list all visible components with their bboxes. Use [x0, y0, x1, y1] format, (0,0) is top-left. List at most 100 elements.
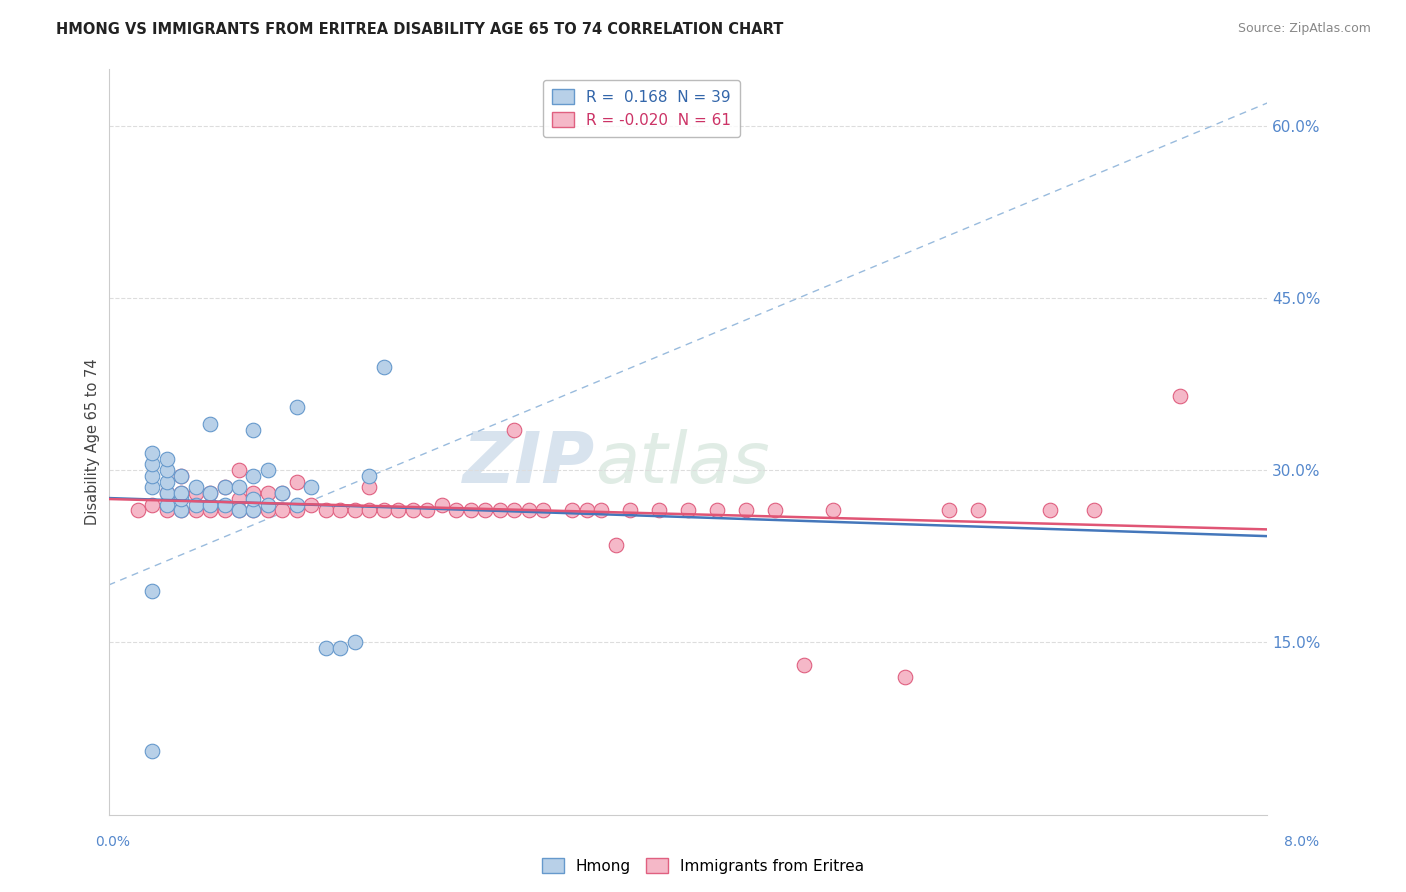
Point: [285, 498, 308, 512]
Point: [214, 480, 236, 494]
Point: [271, 486, 294, 500]
Y-axis label: Disability Age 65 to 74: Disability Age 65 to 74: [86, 359, 100, 524]
Point: [141, 583, 163, 598]
Point: [141, 480, 163, 494]
Point: [214, 480, 236, 494]
Point: [460, 503, 482, 517]
Point: [966, 503, 988, 517]
Point: [315, 641, 337, 656]
Point: [343, 503, 366, 517]
Point: [141, 446, 163, 460]
Point: [198, 498, 221, 512]
Point: [170, 486, 193, 500]
Point: [938, 503, 960, 517]
Point: [517, 503, 540, 517]
Point: [170, 469, 193, 483]
Text: ZIP: ZIP: [463, 429, 595, 499]
Point: [706, 503, 728, 517]
Point: [184, 503, 207, 517]
Point: [299, 480, 322, 494]
Point: [387, 503, 409, 517]
Point: [214, 498, 236, 512]
Point: [271, 503, 294, 517]
Point: [299, 498, 322, 512]
Point: [170, 503, 193, 517]
Point: [184, 498, 207, 512]
Point: [591, 503, 613, 517]
Point: [228, 463, 250, 477]
Point: [242, 503, 264, 517]
Point: [184, 486, 207, 500]
Point: [894, 670, 917, 684]
Point: [676, 503, 699, 517]
Text: 8.0%: 8.0%: [1284, 835, 1319, 849]
Point: [474, 503, 496, 517]
Point: [359, 503, 381, 517]
Point: [228, 503, 250, 517]
Legend: Hmong, Immigrants from Eritrea: Hmong, Immigrants from Eritrea: [536, 852, 870, 880]
Point: [1170, 389, 1192, 403]
Point: [763, 503, 786, 517]
Point: [198, 503, 221, 517]
Point: [228, 491, 250, 506]
Point: [141, 469, 163, 483]
Point: [285, 475, 308, 489]
Point: [198, 486, 221, 500]
Point: [503, 423, 526, 437]
Point: [257, 498, 280, 512]
Point: [170, 486, 193, 500]
Point: [285, 503, 308, 517]
Point: [155, 486, 177, 500]
Point: [402, 503, 425, 517]
Point: [1083, 503, 1105, 517]
Point: [503, 503, 526, 517]
Point: [648, 503, 671, 517]
Point: [198, 486, 221, 500]
Text: Source: ZipAtlas.com: Source: ZipAtlas.com: [1237, 22, 1371, 36]
Point: [127, 503, 149, 517]
Point: [359, 469, 381, 483]
Point: [1039, 503, 1062, 517]
Point: [141, 498, 163, 512]
Point: [141, 744, 163, 758]
Point: [315, 503, 337, 517]
Point: [170, 491, 193, 506]
Point: [343, 635, 366, 649]
Text: 0.0%: 0.0%: [96, 835, 131, 849]
Point: [228, 503, 250, 517]
Point: [271, 486, 294, 500]
Point: [242, 469, 264, 483]
Point: [155, 463, 177, 477]
Point: [285, 400, 308, 414]
Point: [155, 486, 177, 500]
Point: [155, 503, 177, 517]
Point: [155, 475, 177, 489]
Legend: R =  0.168  N = 39, R = -0.020  N = 61: R = 0.168 N = 39, R = -0.020 N = 61: [543, 80, 740, 136]
Point: [198, 417, 221, 432]
Point: [430, 498, 453, 512]
Point: [228, 480, 250, 494]
Point: [141, 458, 163, 472]
Point: [242, 503, 264, 517]
Point: [242, 423, 264, 437]
Point: [170, 503, 193, 517]
Point: [184, 480, 207, 494]
Point: [735, 503, 758, 517]
Point: [329, 641, 352, 656]
Point: [257, 503, 280, 517]
Point: [359, 480, 381, 494]
Point: [488, 503, 510, 517]
Point: [170, 469, 193, 483]
Point: [619, 503, 641, 517]
Point: [155, 498, 177, 512]
Point: [561, 503, 583, 517]
Point: [416, 503, 439, 517]
Point: [257, 486, 280, 500]
Text: atlas: atlas: [595, 429, 770, 499]
Point: [793, 658, 815, 673]
Point: [214, 503, 236, 517]
Point: [329, 503, 352, 517]
Point: [605, 538, 627, 552]
Point: [257, 463, 280, 477]
Text: HMONG VS IMMIGRANTS FROM ERITREA DISABILITY AGE 65 TO 74 CORRELATION CHART: HMONG VS IMMIGRANTS FROM ERITREA DISABIL…: [56, 22, 783, 37]
